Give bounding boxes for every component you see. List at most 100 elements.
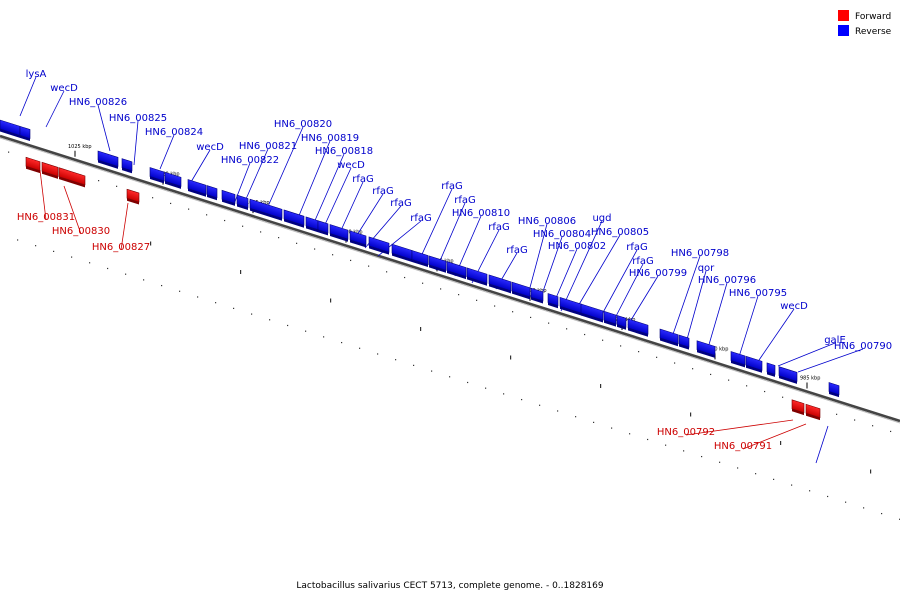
reverse-gene-label[interactable]: HN6_00821 bbox=[239, 141, 297, 152]
reverse-gene-label[interactable]: HN6_00795 bbox=[729, 288, 787, 299]
reverse-gene-block[interactable] bbox=[766, 362, 776, 377]
reverse-gene-label[interactable]: HN6_00804 bbox=[533, 229, 591, 240]
reverse-gene-block[interactable] bbox=[236, 194, 249, 211]
reverse-gene-block[interactable] bbox=[530, 287, 544, 304]
reverse-gene-block[interactable] bbox=[511, 281, 531, 300]
reverse-gene-label[interactable]: wecD bbox=[337, 160, 365, 171]
reverse-gene-label[interactable]: HN6_00810 bbox=[452, 208, 510, 219]
tick-label: 985 kbp bbox=[800, 376, 820, 382]
reverse-gene-block[interactable] bbox=[149, 167, 165, 184]
reverse-gene-block[interactable] bbox=[349, 230, 367, 248]
reverse-gene-block[interactable] bbox=[206, 185, 218, 201]
reverse-gene-label[interactable]: rfaG bbox=[632, 256, 654, 267]
reverse-gene-block[interactable] bbox=[466, 267, 488, 286]
gene-shadow bbox=[829, 391, 839, 398]
reverse-gene-block[interactable] bbox=[164, 171, 182, 189]
reverse-gene-block[interactable] bbox=[696, 340, 716, 358]
reverse-gene-block[interactable] bbox=[368, 236, 390, 255]
backbone bbox=[0, 134, 900, 424]
scale-dot bbox=[647, 438, 649, 441]
reverse-gene-block[interactable] bbox=[411, 250, 429, 268]
reverse-gene-label[interactable]: rfaG bbox=[410, 213, 432, 224]
reverse-gene-block[interactable] bbox=[678, 334, 690, 350]
reverse-gene-label[interactable]: HN6_00799 bbox=[629, 268, 687, 279]
reverse-gene-label[interactable]: rfaG bbox=[390, 198, 412, 209]
reverse-gene-label[interactable]: HN6_00822 bbox=[221, 155, 279, 166]
reverse-gene-block[interactable] bbox=[329, 224, 349, 242]
reverse-gene-label[interactable]: HN6_00820 bbox=[274, 119, 332, 130]
reverse-gene-label[interactable]: rfaG bbox=[488, 222, 510, 233]
reverse-gene-label[interactable]: HN6_00798 bbox=[671, 248, 729, 259]
reverse-gene-label[interactable]: HN6_00805 bbox=[591, 227, 649, 238]
reverse-gene-block[interactable] bbox=[221, 189, 236, 206]
reverse-gene-block[interactable] bbox=[121, 158, 133, 174]
scale-dot bbox=[467, 381, 469, 384]
scale-dot bbox=[611, 427, 613, 429]
legend-reverse[interactable]: Reverse bbox=[838, 25, 892, 37]
reverse-gene-label[interactable]: HN6_00825 bbox=[109, 113, 167, 124]
reverse-gene-label[interactable]: rfaG bbox=[454, 195, 476, 206]
reverse-gene-block[interactable] bbox=[580, 303, 604, 323]
reverse-gene-label[interactable]: ugd bbox=[592, 213, 611, 224]
reverse-gene-label[interactable]: HN6_00790 bbox=[834, 341, 892, 352]
forward-gene-block[interactable] bbox=[805, 403, 821, 421]
reverse-gene-block[interactable] bbox=[446, 261, 467, 280]
gene-body bbox=[805, 403, 821, 419]
reverse-gene-label[interactable]: wecD bbox=[196, 142, 224, 153]
reverse-gene-label[interactable]: galE bbox=[824, 335, 846, 346]
reverse-gene-block[interactable] bbox=[627, 318, 649, 337]
reverse-gene-label[interactable]: HN6_00824 bbox=[145, 127, 203, 138]
reverse-gene-label[interactable]: HN6_00818 bbox=[315, 146, 373, 157]
reverse-gene-label[interactable]: qor bbox=[698, 263, 715, 274]
reverse-gene-block[interactable] bbox=[283, 209, 305, 228]
forward-gene-block[interactable] bbox=[25, 156, 41, 174]
reverse-gene-label[interactable]: HN6_00819 bbox=[301, 133, 359, 144]
reverse-gene-label[interactable]: lysA bbox=[26, 69, 47, 80]
reverse-gene-label[interactable]: HN6_00796 bbox=[698, 275, 756, 286]
reverse-gene-block[interactable] bbox=[603, 310, 617, 327]
forward-gene-label[interactable]: HN6_00792 bbox=[657, 427, 715, 438]
reverse-gene-block[interactable] bbox=[730, 351, 746, 368]
reverse-gene-block[interactable] bbox=[778, 366, 798, 384]
forward-gene-label[interactable]: HN6_00831 bbox=[17, 212, 75, 223]
reverse-gene-block[interactable] bbox=[659, 328, 679, 347]
reverse-gene-block[interactable] bbox=[0, 119, 21, 138]
forward-gene-label[interactable]: HN6_00827 bbox=[92, 242, 150, 253]
tick-dots-lower bbox=[17, 239, 900, 520]
scale-dot bbox=[593, 421, 595, 423]
reverse-gene-block[interactable] bbox=[249, 198, 283, 221]
reverse-gene-label[interactable]: rfaG bbox=[372, 186, 394, 197]
gene-body bbox=[603, 310, 617, 325]
legend-forward[interactable]: Forward bbox=[838, 10, 891, 22]
reverse-gene-block[interactable] bbox=[391, 243, 413, 262]
reverse-gene-block[interactable] bbox=[828, 382, 840, 398]
reverse-gene-block[interactable] bbox=[616, 314, 627, 330]
forward-gene-label[interactable]: HN6_00791 bbox=[714, 441, 772, 452]
reverse-gene-block[interactable] bbox=[547, 293, 559, 309]
scale-dot bbox=[395, 359, 397, 361]
reverse-gene-block[interactable] bbox=[428, 255, 447, 273]
reverse-gene-block[interactable] bbox=[19, 125, 31, 141]
reverse-gene-block[interactable] bbox=[305, 216, 319, 233]
reverse-gene-label[interactable]: HN6_00802 bbox=[548, 241, 606, 252]
reverse-gene-label[interactable]: rfaG bbox=[441, 181, 463, 192]
reverse-gene-block[interactable] bbox=[488, 274, 512, 294]
reverse-gene-label[interactable]: rfaG bbox=[352, 174, 374, 185]
forward-gene-block[interactable] bbox=[791, 399, 805, 416]
scale-dot bbox=[629, 433, 631, 435]
reverse-gene-block[interactable] bbox=[317, 220, 329, 236]
forward-gene-block[interactable] bbox=[41, 161, 59, 179]
reverse-gene-label[interactable]: rfaG bbox=[506, 245, 528, 256]
reverse-gene-label[interactable]: rfaG bbox=[626, 242, 648, 253]
reverse-gene-block[interactable] bbox=[97, 150, 119, 169]
reverse-gene-label[interactable]: wecD bbox=[50, 83, 78, 94]
forward-gene-block[interactable] bbox=[58, 167, 86, 188]
forward-gene-block[interactable] bbox=[126, 188, 140, 205]
reverse-gene-label[interactable]: HN6_00826 bbox=[69, 97, 127, 108]
reverse-gene-block[interactable] bbox=[745, 355, 763, 373]
reverse-gene-label[interactable]: HN6_00806 bbox=[518, 216, 576, 227]
reverse-gene-block[interactable] bbox=[187, 179, 207, 197]
reverse-gene-label[interactable]: wecD bbox=[780, 301, 808, 312]
forward-gene-label[interactable]: HN6_00830 bbox=[52, 226, 110, 237]
gene-shadow bbox=[369, 245, 389, 255]
